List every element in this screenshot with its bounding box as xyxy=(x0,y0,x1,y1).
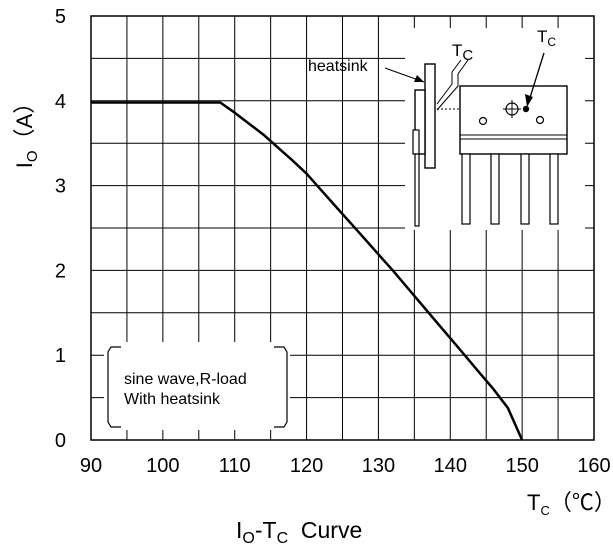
heatsink-label: heatsink xyxy=(308,58,369,75)
x-tick-label: 100 xyxy=(146,455,179,477)
pin-4 xyxy=(549,153,559,225)
y-tick-label: 2 xyxy=(55,260,66,282)
condition-line-2: With heatsink xyxy=(124,391,221,408)
x-tick-label: 130 xyxy=(362,455,395,477)
y-tick-labels: 0 1 2 3 4 5 xyxy=(55,6,66,452)
device-diagram: heatsink TC TC xyxy=(308,27,585,230)
y-tick-label: 4 xyxy=(55,91,66,113)
device-pin-side xyxy=(414,153,420,227)
x-tick-label: 120 xyxy=(290,455,323,477)
tc-arrowhead-right xyxy=(525,94,533,107)
mark-circle-right xyxy=(535,115,545,125)
condition-bracket-left xyxy=(107,346,121,428)
pin-1 xyxy=(461,153,471,225)
device-body-front xyxy=(459,85,568,155)
x-tick-label: 150 xyxy=(505,455,538,477)
tc-leader-left-2 xyxy=(436,59,469,111)
x-tick-labels: 90 100 110 120 130 140 150 160 xyxy=(80,455,611,477)
condition-bracket-right xyxy=(274,346,288,428)
tc-measure-point xyxy=(522,105,530,113)
y-tick-label: 3 xyxy=(55,176,66,198)
tc-leader-left xyxy=(436,59,462,105)
x-axis-label: TC（℃） xyxy=(527,490,613,518)
x-tick-label: 140 xyxy=(434,455,467,477)
heatsink-arrowhead xyxy=(414,75,424,82)
condition-box: sine wave,R-load With heatsink xyxy=(104,342,290,430)
mark-circle-left xyxy=(478,116,488,126)
tc-label-left: TC xyxy=(452,41,473,64)
x-tick-label: 90 xyxy=(80,455,102,477)
condition-line-1: sine wave,R-load xyxy=(124,371,247,388)
plot-frame xyxy=(90,15,595,441)
tc-label-right: TC xyxy=(537,27,556,49)
y-tick-label: 5 xyxy=(55,6,66,28)
condition-box-background xyxy=(104,342,290,430)
chart-title: IO-TC Curve xyxy=(236,517,362,547)
y-tick-label: 0 xyxy=(55,430,66,452)
derating-curve-line xyxy=(91,101,524,441)
x-tick-label: 110 xyxy=(219,455,251,477)
pin-3 xyxy=(520,153,530,225)
device-body-side xyxy=(414,89,426,155)
heatsink-plate xyxy=(424,63,436,169)
y-axis-label: IO（A） xyxy=(12,92,41,168)
y-tick-label: 1 xyxy=(55,345,66,367)
x-tick-label: 160 xyxy=(577,455,610,477)
pin-2 xyxy=(490,153,500,225)
tc-arrow-right xyxy=(527,52,545,105)
device-lead-side xyxy=(412,129,420,155)
